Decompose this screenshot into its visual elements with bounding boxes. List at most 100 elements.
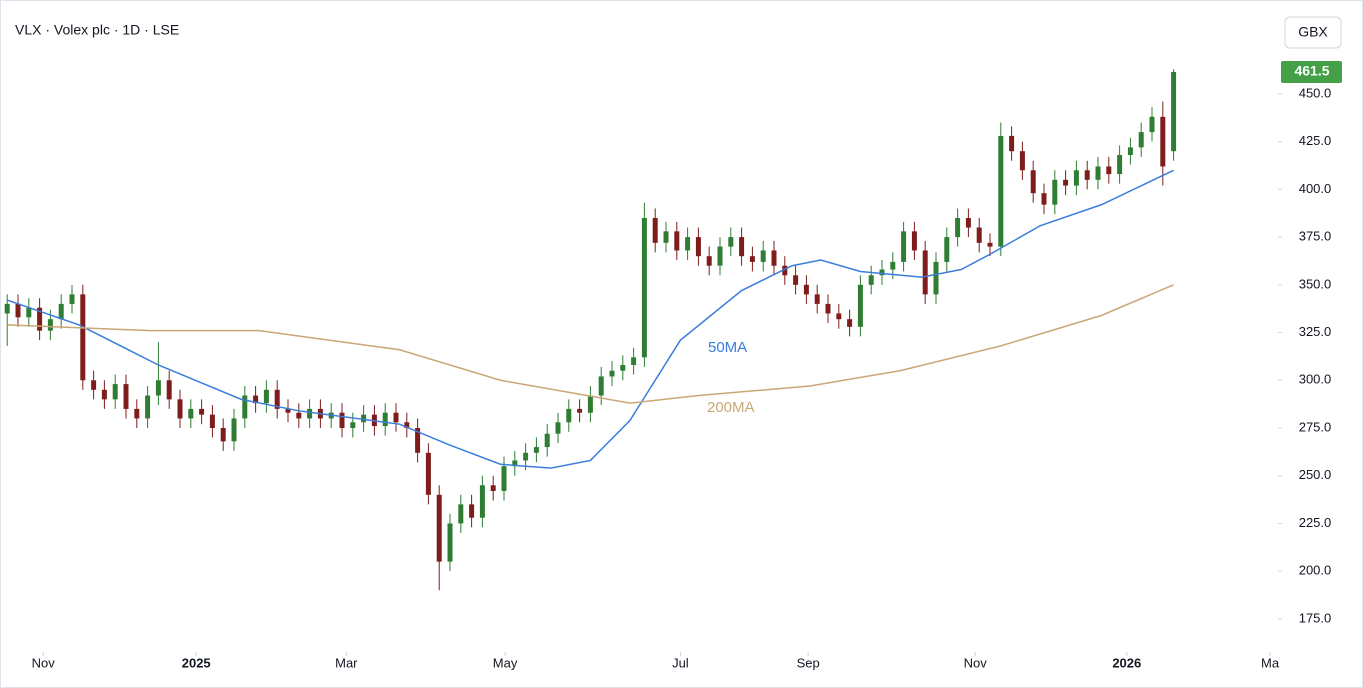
candle-body <box>879 269 885 276</box>
candle-body <box>598 376 604 396</box>
candle-body <box>1073 170 1079 186</box>
x-tick-label: Sep <box>797 655 820 670</box>
candle-body <box>987 242 993 247</box>
candle-body <box>253 395 259 404</box>
candle-body <box>976 227 982 243</box>
candle-body <box>663 231 669 243</box>
y-tick-label: 175.0 <box>1299 610 1332 625</box>
candle-body <box>134 408 140 419</box>
candle-body <box>188 408 194 419</box>
candle-body <box>231 418 237 442</box>
candle-body <box>447 523 453 562</box>
x-tick-label: 2026 <box>1112 655 1141 670</box>
y-tick-label: 350.0 <box>1299 276 1332 291</box>
y-tick-label: 450.0 <box>1299 85 1332 100</box>
last-price-label: 461.5 <box>1294 63 1329 79</box>
candle-body <box>361 414 367 423</box>
candle-body <box>749 256 755 262</box>
y-tick-label: 250.0 <box>1299 467 1332 482</box>
candle-body <box>782 265 788 276</box>
candle-body <box>1009 135 1015 152</box>
candle-body <box>479 485 485 518</box>
candle-body <box>544 433 550 448</box>
candle-body <box>155 380 161 396</box>
x-tick-label: Mar <box>335 655 358 670</box>
y-tick-label: 200.0 <box>1299 563 1332 578</box>
moving-average-label: 50MA <box>708 339 747 356</box>
x-tick-label: Nov <box>964 655 988 670</box>
candle-body <box>706 256 712 266</box>
candle-body <box>1149 116 1155 133</box>
candle-body <box>425 452 431 495</box>
candle-body <box>91 380 97 390</box>
candle-body <box>814 294 820 304</box>
candle-body <box>728 237 734 247</box>
y-tick-label: 225.0 <box>1299 515 1332 530</box>
candle-body <box>965 218 971 228</box>
x-tick-label: May <box>493 655 518 670</box>
candle-body <box>393 412 399 423</box>
candle-body <box>652 218 658 243</box>
candle-body <box>533 447 539 453</box>
candle-body <box>436 494 442 562</box>
candle-body <box>695 237 701 257</box>
candle-body <box>47 319 53 331</box>
candle-body <box>825 303 831 314</box>
candle-body <box>955 218 961 238</box>
candle-body <box>404 422 410 428</box>
chart-title: VLX · Volex plc · 1D · LSE <box>15 22 179 38</box>
candle-body <box>868 275 874 285</box>
candle-body <box>717 246 723 266</box>
candle-body <box>890 261 896 270</box>
candle-body <box>847 319 853 327</box>
y-tick-label: 275.0 <box>1299 419 1332 434</box>
candle-body <box>1084 170 1090 180</box>
candle-body <box>263 389 269 404</box>
moving-average-line <box>6 169 1174 469</box>
candle-body <box>577 408 583 413</box>
candle-body <box>1063 179 1069 186</box>
candle-body <box>469 504 475 518</box>
candle-body <box>901 231 907 262</box>
candle-body <box>1019 151 1025 171</box>
candle-body <box>69 294 75 304</box>
candle-body <box>512 460 518 467</box>
candle-body <box>685 237 691 251</box>
y-tick-label: 400.0 <box>1299 181 1332 196</box>
candle-body <box>1095 166 1101 180</box>
candle-body <box>523 452 529 461</box>
candle-body <box>296 412 302 419</box>
candle-body <box>609 370 615 377</box>
candle-body <box>382 412 388 427</box>
candle-body <box>771 250 777 266</box>
x-tick-label: 2025 <box>182 655 211 670</box>
candle-body <box>793 275 799 285</box>
candle-body <box>209 414 215 428</box>
candle-body <box>80 294 86 381</box>
candle-body <box>285 408 291 413</box>
moving-average-line <box>7 284 1174 404</box>
candle-body <box>620 364 626 371</box>
y-tick-label: 375.0 <box>1299 229 1332 244</box>
candle-body <box>242 395 248 419</box>
candle-body <box>857 284 863 327</box>
x-tick-label: Jul <box>672 655 689 670</box>
candle-body <box>933 261 939 295</box>
last-price-tag <box>1281 60 1342 83</box>
candle-body <box>490 485 496 491</box>
candle-body <box>166 380 172 400</box>
candle-body <box>123 384 129 409</box>
currency-label[interactable]: GBX <box>1298 24 1328 40</box>
candle-body <box>145 395 151 419</box>
candle-body <box>836 313 842 320</box>
candle-body <box>1052 179 1058 205</box>
moving-average-label: 200MA <box>707 399 755 416</box>
x-tick-label: Ma <box>1261 655 1280 670</box>
candle-body <box>307 408 313 419</box>
x-tick-label: Nov <box>32 655 56 670</box>
candle-body <box>1041 193 1047 205</box>
candle-body <box>1171 71 1177 152</box>
currency-button[interactable] <box>1284 16 1342 49</box>
candle-body <box>760 250 766 262</box>
